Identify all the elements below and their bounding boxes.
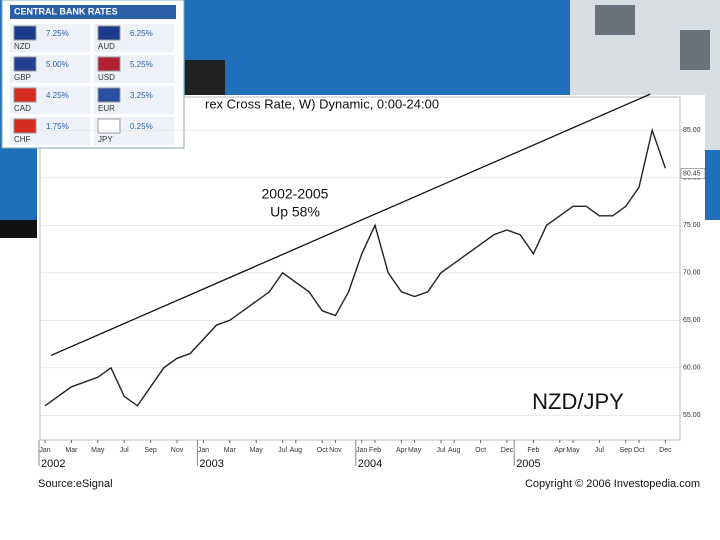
currency: EUR [98, 104, 115, 113]
rate: 1.75% [46, 122, 69, 131]
last-price-label: 80.45 [683, 170, 701, 177]
x-tick-label: Apr [554, 447, 566, 454]
x-tick-label: Nov [329, 447, 342, 454]
pair-label: NZD/JPY [532, 389, 624, 414]
x-tick-label: Sep [144, 447, 157, 454]
x-tick-label: Apr [396, 447, 408, 454]
annotation: Up 58% [270, 204, 320, 220]
x-tick-label: Jan [39, 447, 50, 454]
flag [13, 87, 37, 103]
rate: 5.25% [130, 60, 153, 69]
flag [13, 56, 37, 72]
x-tick-label: Aug [448, 447, 461, 454]
x-tick-label: May [566, 447, 580, 454]
x-tick-label: Oct [317, 447, 328, 454]
x-tick-label: Jul [595, 447, 604, 454]
flag [97, 87, 121, 103]
x-tick-label: May [408, 447, 422, 454]
rate: 7.25% [46, 29, 69, 38]
y-tick-label: 85.00 [683, 127, 701, 134]
currency: JPY [98, 135, 113, 144]
rate: 5.00% [46, 60, 69, 69]
currency: GBP [14, 73, 31, 82]
chart-title: rex Cross Rate, W) Dynamic, 0:00-24:00 [205, 96, 439, 111]
x-tick-label: Jul [437, 447, 446, 454]
rate: 6.25% [130, 29, 153, 38]
y-tick-label: 75.00 [683, 222, 701, 229]
copyright: Copyright © 2006 Investopedia.com [525, 478, 700, 490]
x-tick-label: Jul [120, 447, 129, 454]
x-tick-label: Oct [634, 447, 645, 454]
currency: USD [98, 73, 115, 82]
rate: 3.25% [130, 91, 153, 100]
plot-area [39, 96, 681, 441]
table-title: CENTRAL BANK RATES [14, 6, 118, 16]
rates-table: CENTRAL BANK RATES NZD 7.25% AUD 6.25% GBP 5.… [1, 0, 185, 149]
y-tick-label: 55.00 [683, 412, 701, 419]
table-header [10, 5, 176, 19]
window [595, 5, 635, 35]
flag [97, 118, 121, 134]
flag [13, 25, 37, 41]
x-tick-label: Dec [501, 447, 514, 454]
x-tick-label: Jan [198, 447, 209, 454]
logo [185, 60, 225, 100]
year-label: 2003 [199, 458, 223, 470]
x-tick-label: Oct [475, 447, 486, 454]
currency: AUD [98, 42, 115, 51]
y-tick-label: 60.00 [683, 365, 701, 372]
x-tick-label: Sep [620, 447, 633, 454]
window [680, 30, 710, 70]
y-tick-label: 70.00 [683, 270, 701, 277]
x-tick-label: Jan [356, 447, 367, 454]
x-tick-label: Mar [65, 447, 78, 454]
x-tick-label: Nov [171, 447, 184, 454]
x-tick-label: Aug [290, 447, 303, 454]
x-tick-label: Dec [659, 447, 672, 454]
price-line [44, 127, 667, 407]
x-tick-label: Jul [278, 447, 287, 454]
source: Source:eSignal [38, 478, 113, 490]
x-tick-label: Feb [369, 447, 381, 454]
x-tick-label: May [91, 447, 105, 454]
y-tick-label: 65.00 [683, 317, 701, 324]
flag [13, 118, 37, 134]
year-label: 2005 [516, 458, 540, 470]
annotation: 2002-2005 [262, 186, 329, 202]
flag [97, 25, 121, 41]
x-tick-label: Mar [224, 447, 237, 454]
currency: CHF [14, 135, 31, 144]
rate: 4.25% [46, 91, 69, 100]
rate: 0.25% [130, 122, 153, 131]
currency: CAD [14, 104, 31, 113]
last-price-marker [680, 168, 706, 179]
currency: NZD [14, 42, 31, 51]
flag [97, 56, 121, 72]
year-label: 2002 [41, 458, 65, 470]
year-label: 2004 [358, 458, 382, 470]
trendline [50, 93, 651, 357]
x-tick-label: May [250, 447, 264, 454]
x-tick-label: Feb [527, 447, 539, 454]
